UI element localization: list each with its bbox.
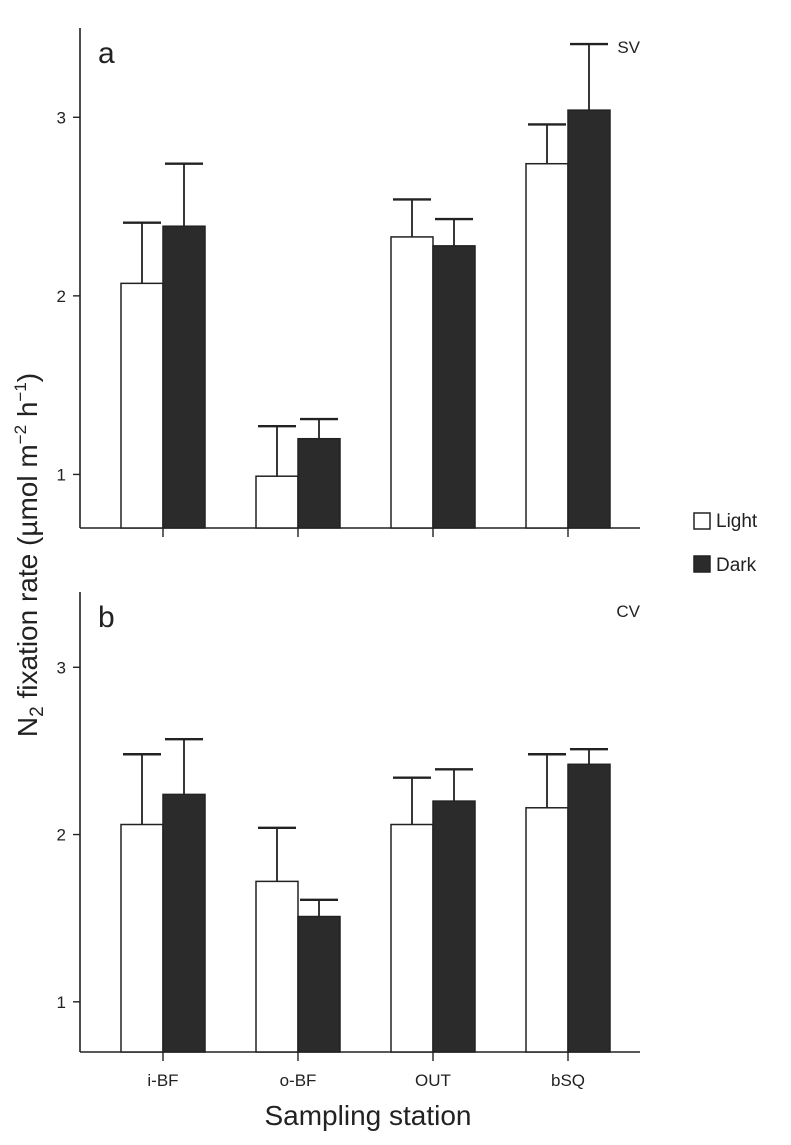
panel-letter: a <box>98 37 115 70</box>
bar-light-OUT <box>390 236 434 529</box>
bar-dark-o-BF <box>297 915 341 1053</box>
panel-tag: SV <box>617 38 640 57</box>
bar-dark-bSQ <box>567 109 611 529</box>
bar-dark-i-BF <box>162 225 206 529</box>
bar-dark-OUT <box>432 800 476 1053</box>
bar-light-o-BF <box>255 880 299 1053</box>
legend-label-light: Light <box>716 511 758 532</box>
legend-swatch-dark <box>693 555 711 573</box>
panel-a: 1 2 3 a SV <box>57 28 641 537</box>
x-tick-label: i-BF <box>147 1071 178 1090</box>
y-tick-label: 2 <box>57 287 66 306</box>
panel-tag: CV <box>616 602 640 621</box>
x-axis-title: Sampling station <box>264 1100 471 1131</box>
y-tick-label: 1 <box>57 993 66 1012</box>
bar-dark-i-BF <box>162 793 206 1053</box>
legend: Light Dark <box>693 511 758 576</box>
bar-light-OUT <box>390 823 434 1053</box>
x-tick-label: o-BF <box>280 1071 317 1090</box>
legend-swatch-light <box>693 512 711 530</box>
y-tick-label: 3 <box>57 108 66 127</box>
bar-light-bSQ <box>525 807 569 1053</box>
y-axis-title: N2 fixation rate (µmol m−2 h−1) <box>11 373 48 737</box>
bar-dark-OUT <box>432 245 476 529</box>
bar-light-bSQ <box>525 162 569 529</box>
y-tick-label: 3 <box>57 658 66 677</box>
bar-light-i-BF <box>120 823 164 1053</box>
bar-light-o-BF <box>255 475 299 529</box>
y-tick-label: 2 <box>57 826 66 845</box>
bar-light-i-BF <box>120 282 164 529</box>
y-axis-title-text: N2 fixation rate (µmol m−2 h−1) <box>11 373 48 737</box>
panel-b: 1 2 3 i-BF o-BF OUT bSQ b CV <box>57 592 641 1090</box>
panel-letter: b <box>98 601 115 634</box>
bar-dark-o-BF <box>297 437 341 529</box>
x-tick-label: OUT <box>415 1071 451 1090</box>
y-tick-label: 1 <box>57 465 66 484</box>
bar-dark-bSQ <box>567 763 611 1053</box>
legend-label-dark: Dark <box>716 555 757 576</box>
x-tick-label: bSQ <box>551 1071 585 1090</box>
